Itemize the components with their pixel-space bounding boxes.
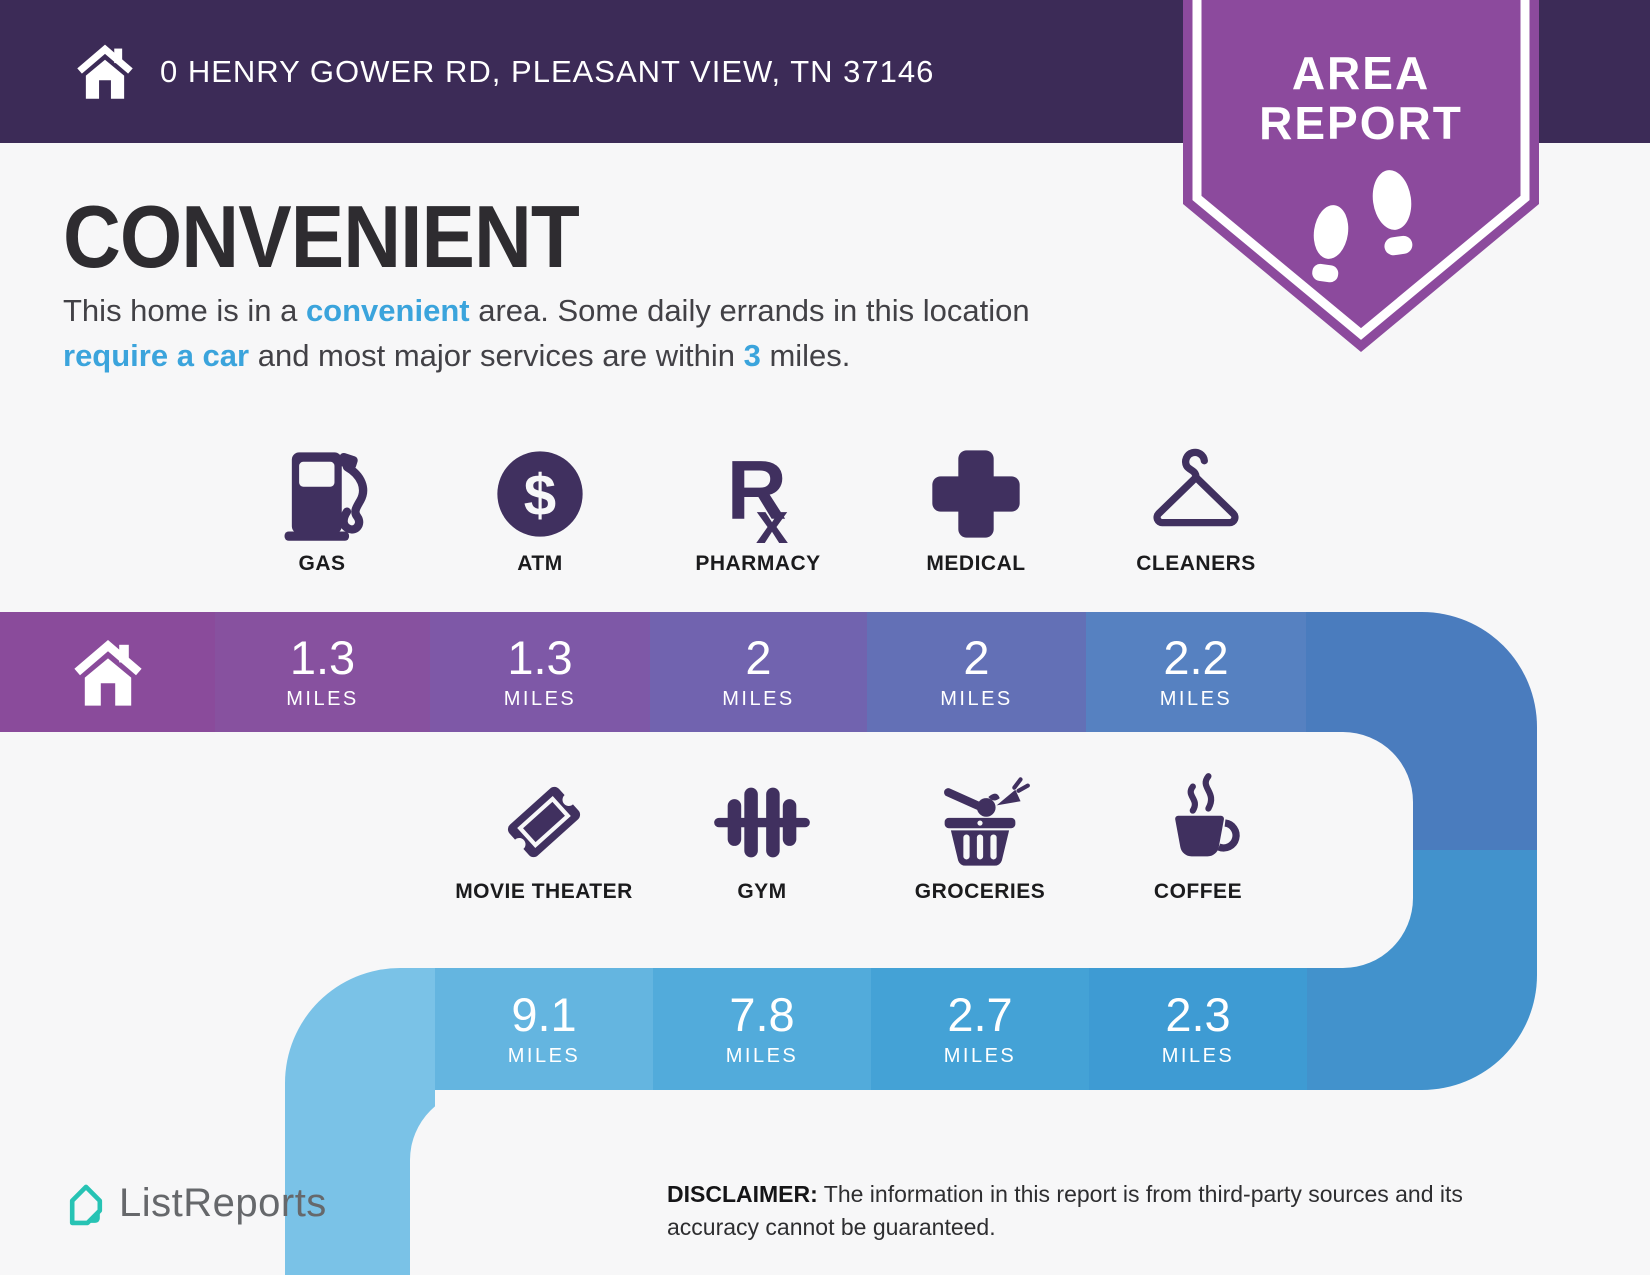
footprints-icon: [1312, 170, 1413, 283]
amenity-cleaners: CLEANERS: [1087, 442, 1305, 576]
brand-logo: ListReports: [63, 1180, 327, 1226]
distance-gas: 1.3 MILES: [215, 612, 430, 732]
coffee-cup-icon: [1175, 773, 1240, 857]
page-title: CONVENIENT: [63, 187, 580, 286]
amenity-gas: GAS: [213, 442, 431, 576]
home-icon: [77, 44, 133, 99]
svg-text:$: $: [524, 463, 556, 528]
dollar-circle-icon: $: [497, 451, 583, 537]
amenity-gym: GYM: [653, 770, 871, 904]
badge-line1: AREA: [1291, 47, 1431, 99]
distance-value: 2.3: [1165, 987, 1231, 1041]
amenity-label: GROCERIES: [914, 880, 1046, 903]
property-address: 0 HENRY GOWER RD, PLEASANT VIEW, TN 3714…: [160, 53, 935, 89]
amenity-groceries: GROCERIES: [871, 770, 1089, 904]
ticket-icon: [507, 786, 581, 858]
amenity-label: ATM: [517, 552, 563, 575]
rx-icon: R x: [727, 444, 789, 546]
band1-cell-gas: [215, 612, 430, 732]
distance-unit: MILES: [286, 687, 359, 710]
distance-value: 2: [963, 630, 990, 684]
amenity-coffee: COFFEE: [1089, 770, 1307, 904]
hanger-icon: [1153, 448, 1239, 527]
distance-value: 2.7: [947, 987, 1013, 1041]
band2-cell-movie: [435, 968, 653, 1090]
disclaimer-line1: The information in this report is from t…: [823, 1181, 1463, 1207]
distance-unit: MILES: [943, 1044, 1017, 1067]
band1-cell-medical: [867, 612, 1086, 732]
distance-pharmacy: 2 MILES: [650, 612, 867, 732]
band1-cell-pharmacy: [650, 612, 867, 732]
amenity-label: GAS: [298, 552, 346, 575]
distance-unit: MILES: [940, 687, 1013, 710]
distance-value: 2: [745, 630, 772, 684]
distance-value: 7.8: [729, 987, 795, 1041]
area-report-badge: AREA REPORT: [1183, 0, 1539, 352]
distance-cleaners: 2.2 MILES: [1086, 612, 1306, 732]
distance-unit: MILES: [722, 687, 795, 710]
distance-movie-theater: 9.1 MILES: [435, 968, 653, 1090]
bottom-white-card: [410, 1090, 1650, 1275]
badge-line2: REPORT: [1259, 97, 1463, 149]
distance-unit: MILES: [1159, 687, 1233, 710]
desc-highlight-car: require a car: [63, 338, 250, 373]
middle-white-card: [0, 732, 1413, 968]
distance-unit: MILES: [1161, 1044, 1235, 1067]
badge-pennant: [1183, 0, 1539, 352]
brand-name: ListReports: [119, 1180, 327, 1225]
desc-highlight-miles: 3: [743, 338, 761, 373]
distance-unit: MILES: [503, 687, 577, 710]
medical-cross-icon: [932, 450, 1020, 538]
band1-cell-cleaners: [1086, 612, 1306, 732]
amenity-atm: $ ATM: [431, 442, 649, 576]
distance-gym: 7.8 MILES: [653, 968, 871, 1090]
amenity-label: MEDICAL: [926, 552, 1026, 575]
band2-cell-groceries: [871, 968, 1089, 1090]
gas-pump-icon: [284, 452, 368, 541]
distance-coffee: 2.3 MILES: [1089, 968, 1307, 1090]
band2-cell-coffee: [1089, 968, 1307, 1090]
amenity-movie-theater: MOVIE THEATER: [435, 770, 653, 904]
amenity-label: GYM: [737, 880, 787, 903]
desc-text: This home is in a: [63, 293, 306, 328]
distance-medical: 2 MILES: [867, 612, 1086, 732]
desc-highlight-convenient: convenient: [305, 293, 470, 328]
amenity-label: PHARMACY: [695, 552, 821, 575]
svg-text:x: x: [756, 491, 788, 546]
disclaimer-label: DISCLAIMER:: [667, 1181, 818, 1207]
desc-text: and most major services are within: [249, 338, 744, 373]
distance-unit: MILES: [725, 1044, 799, 1067]
badge-title: AREA REPORT: [1183, 48, 1539, 148]
distance-value: 2.2: [1163, 630, 1229, 684]
distance-value: 1.3: [289, 630, 356, 684]
amenity-pharmacy: R x PHARMACY: [649, 442, 867, 576]
desc-text: miles.: [760, 338, 851, 373]
band1-home-icon-cell: [0, 612, 215, 732]
distance-value: 1.3: [507, 630, 573, 684]
amenity-label: COFFEE: [1153, 880, 1243, 903]
amenity-label: MOVIE THEATER: [455, 880, 633, 903]
amenity-medical: MEDICAL: [867, 442, 1085, 576]
distance-value: 9.1: [511, 987, 577, 1041]
disclaimer: DISCLAIMER: The information in this repo…: [667, 1178, 1567, 1244]
dumbbell-icon: [714, 787, 810, 858]
svg-text:R: R: [727, 444, 787, 537]
band1-cell-atm: [430, 612, 650, 732]
amenity-label: CLEANERS: [1136, 552, 1256, 575]
distance-groceries: 2.7 MILES: [871, 968, 1089, 1090]
band2-cell-gym: [653, 968, 871, 1090]
distance-atm: 1.3 MILES: [430, 612, 650, 732]
home-icon: [73, 640, 142, 706]
listreports-mark-icon: [69, 1184, 103, 1226]
distance-unit: MILES: [507, 1044, 581, 1067]
grocery-basket-icon: [943, 777, 1030, 866]
disclaimer-line2: accuracy cannot be guaranteed.: [667, 1214, 996, 1240]
description: This home is in a convenient area. Some …: [63, 288, 1053, 378]
desc-text: area. Some daily errands in this locatio…: [469, 293, 1030, 328]
